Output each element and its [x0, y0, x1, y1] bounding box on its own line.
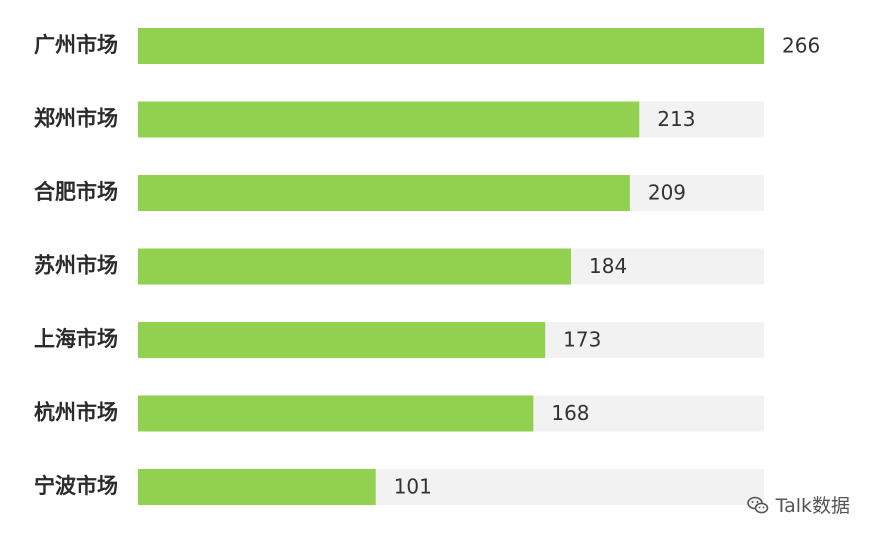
value-label: 184 [589, 254, 627, 278]
value-label: 173 [563, 328, 601, 352]
watermark-text: Talk数据 [775, 495, 850, 517]
bar [138, 248, 572, 285]
value-label: 101 [394, 475, 432, 499]
value-label: 266 [782, 34, 820, 58]
watermark: Talk数据 [746, 491, 850, 518]
category-label: 广州市场 [34, 33, 118, 57]
value-label: 213 [657, 107, 695, 131]
category-label: 合肥市场 [34, 180, 118, 204]
bar [138, 28, 764, 64]
bar [138, 469, 376, 505]
category-label: 郑州市场 [34, 107, 118, 131]
wechat-icon [746, 496, 768, 513]
bar [138, 322, 546, 358]
value-label: 168 [551, 401, 589, 425]
bar [138, 395, 534, 432]
category-label: 宁波市场 [34, 474, 118, 498]
bar [138, 101, 640, 138]
value-label: 209 [648, 181, 686, 205]
category-label: 杭州市场 [34, 401, 118, 425]
bar [138, 175, 630, 211]
category-label: 苏州市场 [34, 254, 118, 278]
category-label: 上海市场 [34, 327, 118, 351]
